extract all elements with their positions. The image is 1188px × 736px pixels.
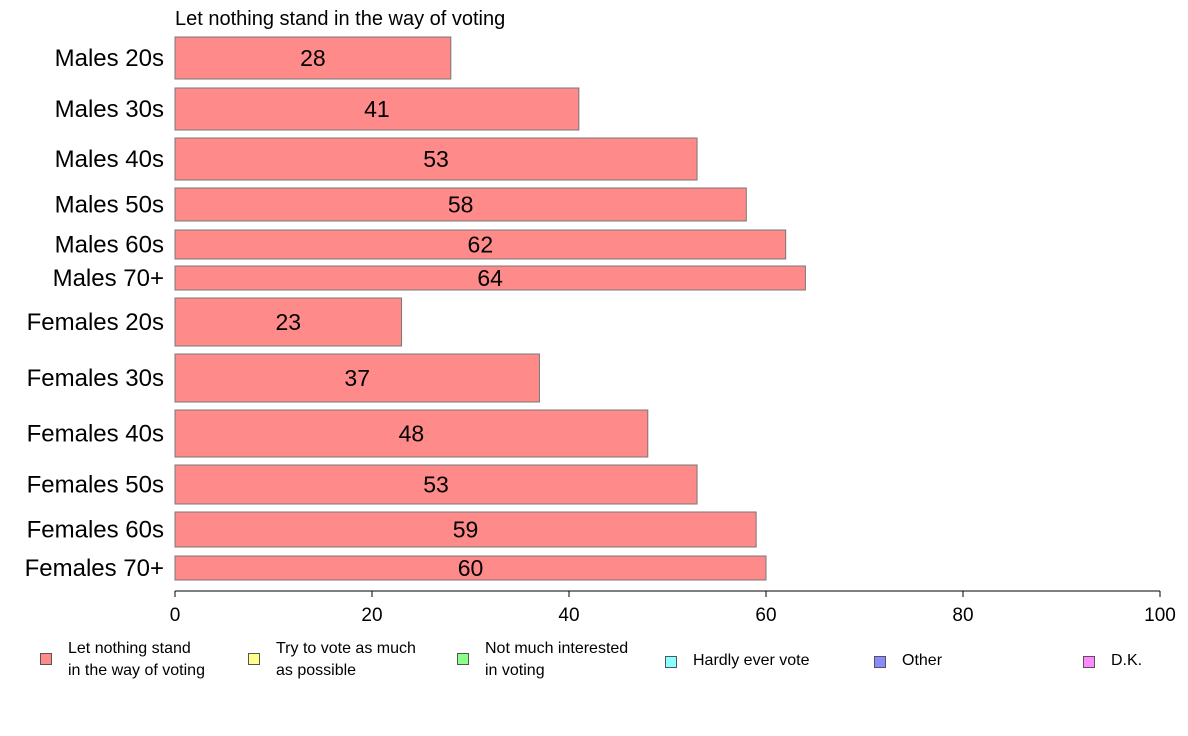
bar <box>174 409 649 458</box>
bar-value-label: 53 <box>423 146 449 172</box>
legend-item: Try to vote as much as possible <box>248 638 416 682</box>
x-tick-label: 20 <box>361 605 382 626</box>
category-label: Females 30s <box>27 365 164 392</box>
category-label: Males 30s <box>55 96 164 123</box>
legend-item: D.K. <box>1083 638 1142 672</box>
legend-swatch <box>665 656 677 668</box>
x-tick-label: 100 <box>1144 605 1176 626</box>
category-label: Males 60s <box>55 232 164 259</box>
legend-label: Other <box>902 652 943 669</box>
x-tick-label: 40 <box>558 605 579 626</box>
bar-value-label: 53 <box>423 472 449 498</box>
bar <box>174 36 452 80</box>
bar-value-label: 62 <box>468 232 494 258</box>
bar <box>174 137 698 181</box>
bar-value-label: 64 <box>477 265 503 291</box>
bars-group: 28 Males 20s 41 Males 30s 53 Males 40s 58 Males… <box>25 36 806 582</box>
legend-swatch <box>248 653 260 665</box>
x-tick-label: 60 <box>755 605 776 626</box>
bar <box>174 297 403 347</box>
legend-item: Other <box>874 638 942 672</box>
bar-value-label: 60 <box>458 555 484 581</box>
legend-label: Not much interested in voting <box>485 640 629 679</box>
legend-item: Not much interested in voting <box>457 638 628 682</box>
bar <box>174 511 757 548</box>
bar <box>174 87 580 131</box>
bar-value-label: 48 <box>399 421 425 447</box>
legend-item: Hardly ever vote <box>665 638 810 672</box>
x-axis: 0 20 40 60 80 100 <box>170 590 1176 626</box>
x-tick-label: 0 <box>170 605 181 626</box>
category-label: Females 50s <box>27 472 164 499</box>
category-label: Males 50s <box>55 192 164 219</box>
category-label: Females 60s <box>27 517 164 544</box>
bar <box>174 229 787 260</box>
bar-value-label: 23 <box>275 309 301 335</box>
bar-value-label: 59 <box>453 517 479 543</box>
legend-swatch <box>457 653 469 665</box>
legend-label: Let nothing stand in the way of voting <box>68 640 205 679</box>
bar <box>174 464 698 505</box>
bar-value-label: 28 <box>300 45 326 71</box>
category-label: Males 20s <box>55 45 164 72</box>
chart-title: Let nothing stand in the way of voting <box>175 8 505 30</box>
category-label: Males 40s <box>55 146 164 173</box>
category-label: Females 20s <box>27 309 164 336</box>
x-tick-label: 80 <box>952 605 973 626</box>
legend-swatch <box>40 653 52 665</box>
bar <box>174 265 806 291</box>
legend-swatch <box>1083 656 1095 668</box>
category-label: Females 40s <box>27 421 164 448</box>
legend-item: Let nothing stand in the way of voting <box>40 638 205 682</box>
bar-value-label: 58 <box>448 192 474 218</box>
legend-swatch <box>874 656 886 668</box>
category-label: Males 70+ <box>53 265 164 292</box>
legend: Let nothing stand in the way of voting Tr… <box>0 638 1188 698</box>
bar-value-label: 37 <box>344 365 370 391</box>
bar-value-label: 41 <box>364 96 390 122</box>
legend-label: Try to vote as much as possible <box>276 640 416 679</box>
bar <box>174 555 767 581</box>
legend-label: D.K. <box>1111 652 1143 669</box>
bar <box>174 187 747 222</box>
bar-chart: Let nothing stand in the way of voting 2… <box>25 8 1176 626</box>
bar <box>174 353 540 403</box>
category-label: Females 70+ <box>25 555 164 582</box>
legend-label: Hardly ever vote <box>693 652 810 669</box>
